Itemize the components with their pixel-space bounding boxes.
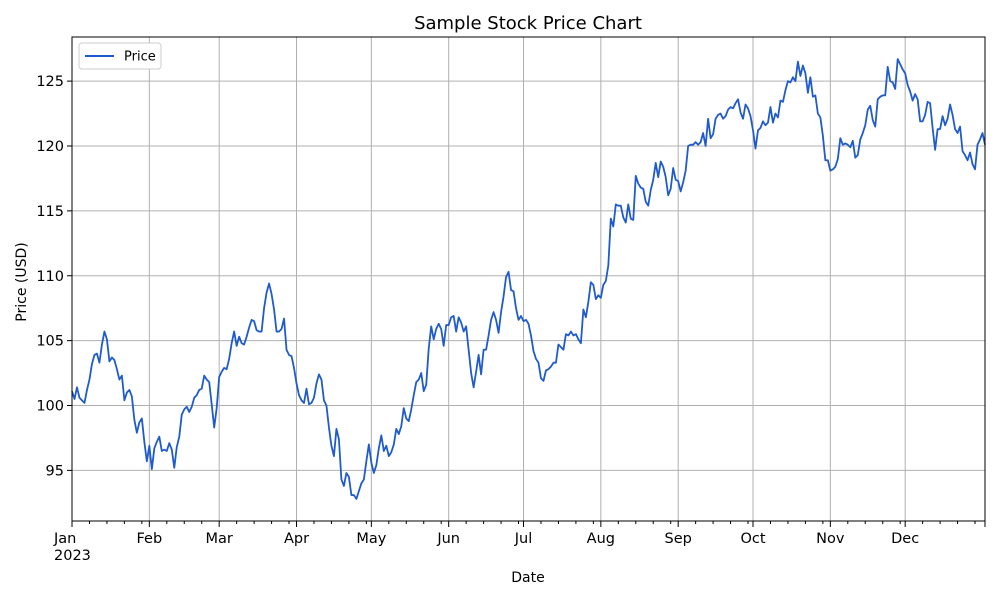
x-tick-label: Jan — [53, 531, 76, 547]
grid-lines — [71, 37, 985, 521]
plot-area — [71, 58, 986, 500]
x-tick-label: Sep — [665, 531, 692, 547]
x-tick-label: Oct — [740, 531, 765, 547]
x-axis-label: Date — [511, 570, 544, 586]
y-tick-label: 95 — [46, 463, 64, 479]
y-tick-label: 100 — [36, 399, 64, 415]
y-tick-label: 120 — [36, 139, 64, 155]
y-tick-label: 115 — [36, 204, 64, 220]
legend-box — [78, 42, 162, 70]
legend: Price — [78, 42, 162, 70]
x-tick-label: Feb — [136, 531, 162, 547]
x-tick-label: Mar — [205, 531, 232, 547]
x-tick-label: Jun — [436, 531, 460, 547]
x-tick-label: Aug — [587, 531, 615, 547]
y-tick-label: 110 — [36, 269, 64, 285]
plot-frame — [71, 36, 986, 522]
x-tick-label: Dec — [891, 531, 919, 547]
x-tick-label: Apr — [284, 531, 309, 547]
x-tick-sublabel: 2023 — [54, 548, 91, 564]
y-axis-label: Price (USD) — [14, 242, 30, 321]
y-tick-label: 105 — [36, 334, 64, 350]
x-tick-label: Nov — [816, 531, 845, 547]
x-tick-label: May — [356, 531, 386, 547]
y-tick-label: 125 — [36, 74, 64, 90]
legend-label-price: Price — [124, 50, 156, 65]
series-line-price — [71, 58, 986, 500]
x-tick-label: Jul — [514, 531, 533, 547]
chart-title: Sample Stock Price Chart — [414, 13, 642, 34]
